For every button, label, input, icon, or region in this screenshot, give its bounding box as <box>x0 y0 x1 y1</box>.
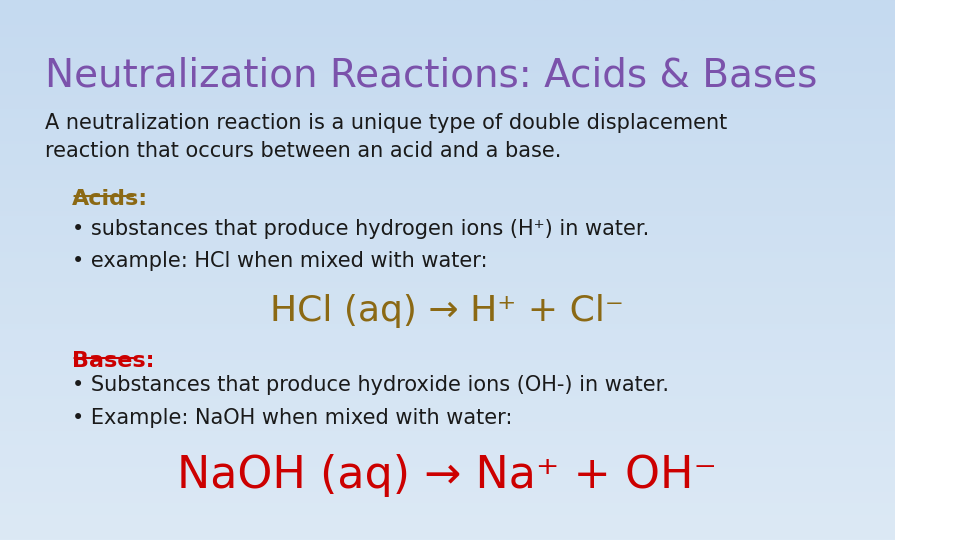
Text: • Example: NaOH when mixed with water:: • Example: NaOH when mixed with water: <box>72 408 512 428</box>
Text: • example: HCl when mixed with water:: • example: HCl when mixed with water: <box>72 251 487 271</box>
Text: • Substances that produce hydroxide ions (OH-) in water.: • Substances that produce hydroxide ions… <box>72 375 668 395</box>
Text: Acids:: Acids: <box>72 189 148 209</box>
Text: NaOH (aq) → Na⁺ + OH⁻: NaOH (aq) → Na⁺ + OH⁻ <box>178 454 717 497</box>
Text: Bases:: Bases: <box>72 351 154 371</box>
Text: Neutralization Reactions: Acids & Bases: Neutralization Reactions: Acids & Bases <box>45 57 817 94</box>
Text: A neutralization reaction is a unique type of double displacement
reaction that : A neutralization reaction is a unique ty… <box>45 113 727 161</box>
Text: • substances that produce hydrogen ions (H⁺) in water.: • substances that produce hydrogen ions … <box>72 219 649 239</box>
Text: HCl (aq) → H⁺ + Cl⁻: HCl (aq) → H⁺ + Cl⁻ <box>271 294 624 328</box>
